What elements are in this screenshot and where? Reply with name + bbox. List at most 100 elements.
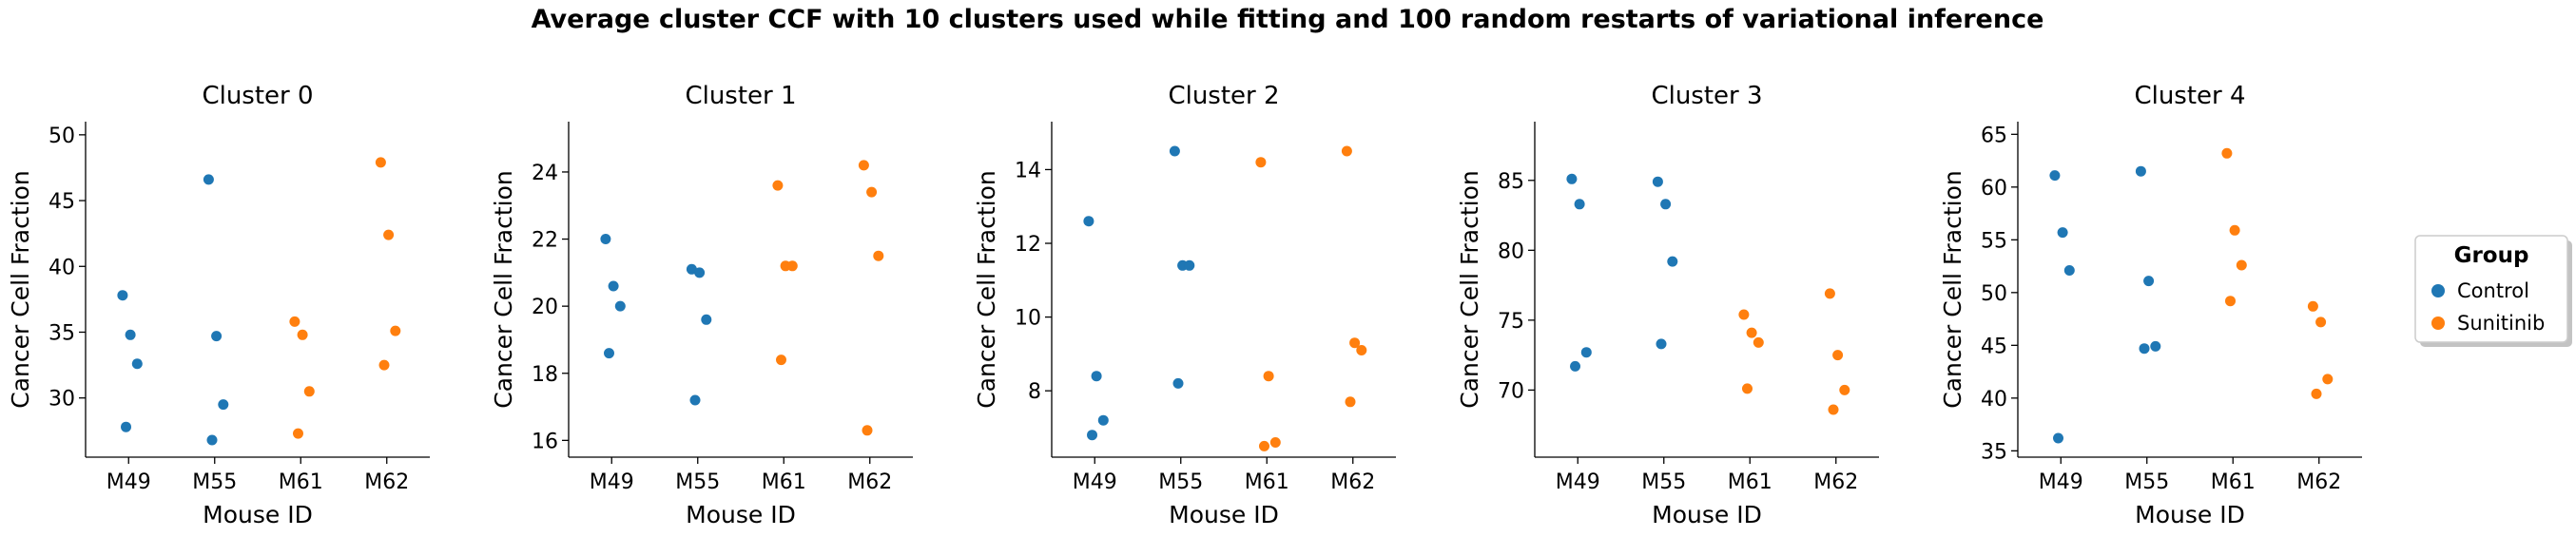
data-point-control — [1566, 173, 1578, 184]
data-point-sunitinib — [2221, 147, 2233, 159]
data-point-sunitinib — [2229, 224, 2240, 236]
data-point-sunitinib — [866, 186, 878, 198]
data-point-control — [1574, 199, 1585, 210]
y-axis-label: Cancer Cell Fraction — [7, 170, 34, 408]
data-point-sunitinib — [303, 386, 315, 397]
data-point-control — [694, 267, 706, 278]
y-axis-label: Cancer Cell Fraction — [490, 170, 517, 408]
data-point-control — [1083, 216, 1094, 227]
y-tick-label: 24 — [532, 162, 558, 185]
y-tick-label: 10 — [1015, 307, 1041, 331]
x-axis-label: Mouse ID — [686, 501, 796, 528]
data-point-control — [1087, 430, 1097, 441]
panel-cluster-4: Cluster 4 35 40 45 50 55 60 65 M49 M55 M61 M62 Mouse… — [1939, 82, 2362, 528]
data-point-control — [614, 300, 626, 312]
legend-marker-control — [2431, 284, 2445, 297]
y-axis-label: Cancer Cell Fraction — [973, 170, 1000, 408]
data-point-sunitinib — [1255, 157, 1267, 168]
data-point-control — [1656, 338, 1667, 350]
x-tick-label: M55 — [675, 470, 720, 494]
data-point-control — [2053, 432, 2063, 444]
data-point-control — [2143, 276, 2155, 287]
data-point-sunitinib — [293, 428, 303, 439]
data-point-control — [689, 394, 701, 406]
panel-cluster-2: Cluster 2 8 10 12 14 M49 M55 M61 M62 Mouse ID Canc… — [973, 82, 1396, 528]
data-point-control — [2049, 170, 2061, 182]
legend-label-control: Control — [2457, 279, 2529, 302]
x-tick-label: M62 — [364, 470, 409, 494]
legend: Group Control Sunitinib — [2414, 235, 2572, 347]
y-tick-label: 55 — [1981, 229, 2007, 253]
data-point-sunitinib — [772, 180, 784, 191]
data-point-sunitinib — [1824, 288, 1835, 299]
y-tick-label: 16 — [532, 430, 558, 453]
data-point-sunitinib — [1746, 327, 1757, 338]
data-point-sunitinib — [1828, 404, 1839, 415]
data-point-control — [608, 280, 619, 292]
panel-cluster-0: Cluster 0 30 35 40 45 50 M49 M55 M61 M62 Mouse ID C… — [7, 82, 430, 528]
y-axis-label: Cancer Cell Fraction — [1939, 170, 1966, 408]
data-point-sunitinib — [1259, 440, 1269, 451]
data-point-sunitinib — [390, 325, 401, 336]
data-point-sunitinib — [375, 157, 386, 168]
y-tick-label: 45 — [48, 190, 75, 214]
x-tick-label: M55 — [1158, 470, 1203, 494]
data-point-sunitinib — [1753, 336, 1764, 348]
panel-cluster-1: Cluster 1 16 18 20 22 24 M49 M55 M61 M62 Mouse ID C… — [490, 82, 913, 528]
y-tick-label: 35 — [1981, 440, 2007, 464]
data-point-control — [125, 329, 136, 340]
data-point-control — [2150, 340, 2161, 352]
data-point-control — [1091, 371, 1102, 382]
data-point-control — [1652, 176, 1663, 187]
x-tick-label: M55 — [192, 470, 237, 494]
y-tick-label: 70 — [1498, 379, 1524, 403]
data-point-sunitinib — [1839, 384, 1850, 395]
y-tick-label: 85 — [1498, 170, 1524, 194]
y-tick-label: 18 — [532, 363, 558, 387]
data-point-sunitinib — [289, 316, 300, 327]
data-point-sunitinib — [383, 229, 395, 240]
x-tick-label: M62 — [2296, 470, 2341, 494]
legend-frame — [2414, 235, 2568, 343]
y-tick-label: 40 — [48, 256, 75, 279]
data-point-control — [1667, 256, 1678, 267]
panel-title: Cluster 4 — [2134, 82, 2245, 110]
x-axis-label: Mouse ID — [2135, 501, 2245, 528]
data-point-sunitinib — [2322, 374, 2334, 385]
x-tick-label: M61 — [762, 470, 806, 494]
y-tick-label: 50 — [48, 125, 75, 148]
x-tick-label: M61 — [1245, 470, 1289, 494]
y-tick-label: 14 — [1015, 159, 1041, 182]
data-point-sunitinib — [862, 425, 873, 436]
x-tick-label: M49 — [107, 470, 151, 494]
data-point-control — [1570, 360, 1580, 372]
data-point-sunitinib — [1345, 396, 1356, 408]
data-point-sunitinib — [1738, 309, 1750, 320]
data-point-sunitinib — [1341, 145, 1352, 157]
data-point-sunitinib — [378, 359, 390, 371]
y-axis-label: Cancer Cell Fraction — [1456, 170, 1483, 408]
data-point-sunitinib — [1832, 350, 1844, 361]
x-tick-label: M49 — [1556, 470, 1600, 494]
data-point-control — [701, 314, 712, 325]
x-tick-label: M61 — [2211, 470, 2256, 494]
data-point-control — [1660, 199, 1672, 210]
y-tick-label: 45 — [1981, 335, 2007, 358]
x-axis-label: Mouse ID — [203, 501, 313, 528]
data-point-control — [121, 421, 131, 432]
data-point-sunitinib — [1742, 383, 1753, 394]
data-point-sunitinib — [2307, 300, 2318, 312]
data-point-control — [1169, 145, 1180, 157]
data-point-control — [2063, 265, 2075, 276]
data-point-control — [211, 331, 223, 342]
y-tick-label: 75 — [1498, 310, 1524, 334]
x-axis-label: Mouse ID — [1169, 501, 1279, 528]
x-tick-label: M49 — [2039, 470, 2083, 494]
data-point-sunitinib — [297, 329, 308, 340]
data-point-control — [117, 290, 128, 301]
data-point-control — [686, 263, 697, 275]
data-point-control — [604, 348, 614, 359]
data-point-sunitinib — [2225, 296, 2236, 307]
y-tick-label: 30 — [48, 388, 75, 412]
